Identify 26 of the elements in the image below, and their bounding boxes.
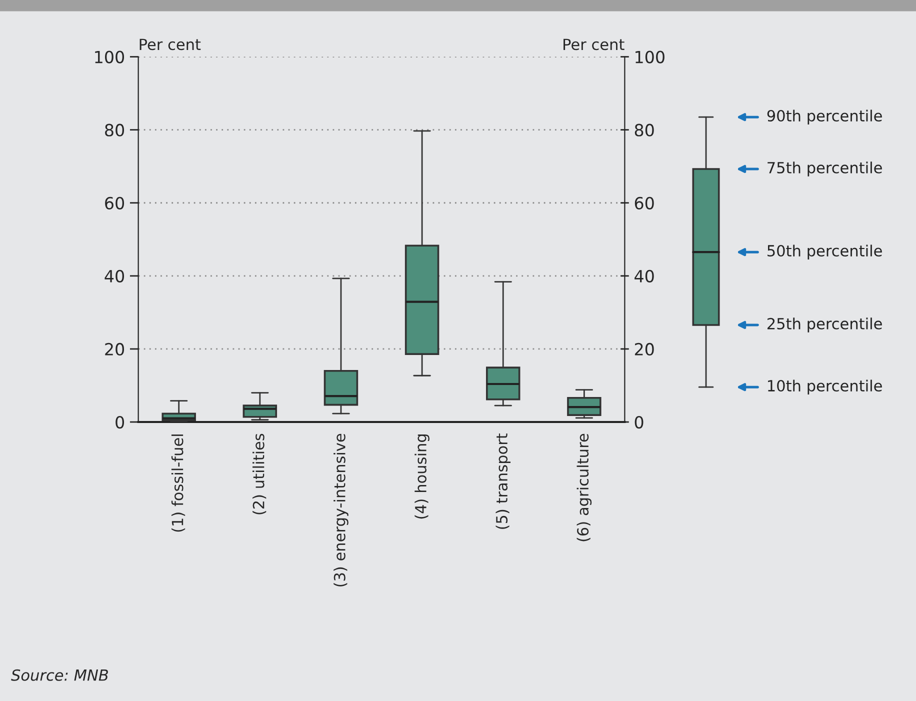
y-tick-label: 40	[104, 270, 124, 282]
y2-tick-label: 80	[634, 124, 654, 136]
y2-tick-label: 40	[634, 270, 654, 282]
text: 90th percentile	[767, 110, 882, 124]
x-tick-label: (3) energy-intensive	[334, 434, 348, 586]
y-tick-label: 60	[105, 196, 124, 210]
text: 75th percentile	[768, 162, 882, 176]
y-axis-title: Per cent	[140, 38, 201, 50]
y2-tick-label: 100	[636, 50, 664, 64]
y-tick-label: 80	[105, 124, 124, 136]
text: 50th percentile	[768, 244, 882, 260]
x-tick-label: (2) utilities	[252, 434, 266, 514]
x-tick-label: (6) agriculture	[576, 434, 592, 542]
y2-tick-label: 0	[634, 416, 644, 429]
text: 25th percentile	[767, 318, 882, 332]
y-tick-label: 20	[105, 342, 124, 356]
y2-axis-title: Per cent	[564, 38, 624, 50]
y-tick-label: 0	[116, 416, 124, 429]
x-tick-label: (1) fossil-fuel	[171, 434, 186, 532]
x-tick-label: (5) transport	[496, 433, 511, 529]
y2-tick-label: 20	[634, 342, 654, 356]
y2-tick-label: 60	[634, 196, 654, 210]
y-tick-label: 100	[95, 50, 124, 64]
x-tick-label: (4) housing	[414, 434, 430, 519]
source-note: Source: MNB	[11, 669, 108, 681]
text: 10th percentile	[768, 380, 882, 394]
